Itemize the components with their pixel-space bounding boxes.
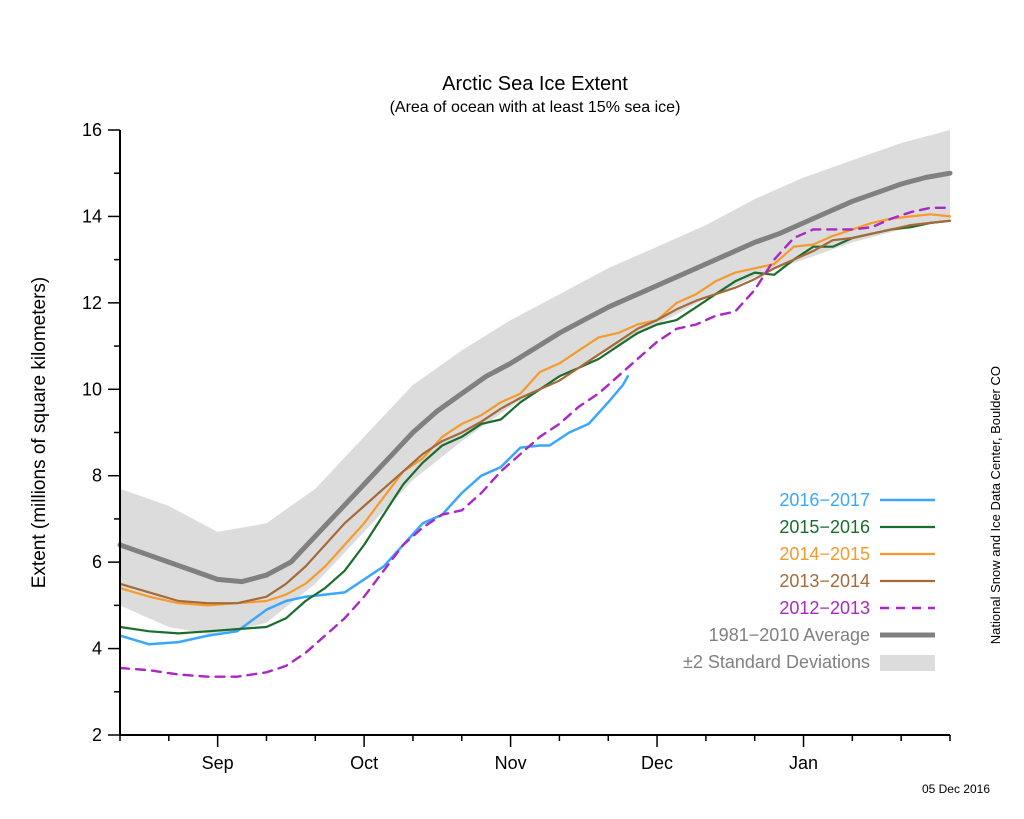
y-axis-label: Extent (millions of square kilometers) bbox=[29, 277, 50, 589]
y-tick-label: 6 bbox=[92, 552, 102, 572]
y-tick-label: 10 bbox=[82, 379, 102, 399]
legend-label: ±2 Standard Deviations bbox=[683, 652, 870, 672]
y-tick-label: 12 bbox=[82, 293, 102, 313]
legend-label: 2012−2013 bbox=[779, 598, 870, 618]
legend-swatch bbox=[880, 655, 935, 671]
x-tick-label: Sep bbox=[202, 753, 234, 773]
legend: 2016−2017 2015−2016 2014−2015 2013−2014 2012… bbox=[683, 490, 935, 672]
y-tick-label: 2 bbox=[92, 725, 102, 745]
x-tick-label: Oct bbox=[350, 753, 378, 773]
legend-label: 1981−2010 Average bbox=[709, 625, 870, 645]
chart-container: 2 4 6 8 10 12 14 16 Sep Oct Nov Dec Jan Arctic Sea … bbox=[0, 0, 1024, 819]
y-tick-label: 16 bbox=[82, 120, 102, 140]
legend-label: 2014−2015 bbox=[779, 544, 870, 564]
chart-subtitle: (Area of ocean with at least 15% sea ice… bbox=[390, 99, 681, 116]
y-tick-label: 8 bbox=[92, 466, 102, 486]
y-tick-label: 14 bbox=[82, 206, 102, 226]
x-tick-label: Dec bbox=[641, 753, 673, 773]
line-chart: 2 4 6 8 10 12 14 16 Sep Oct Nov Dec Jan Arctic Sea … bbox=[0, 0, 1024, 819]
legend-label: 2016−2017 bbox=[779, 490, 870, 510]
x-axis: Sep Oct Nov Dec Jan bbox=[120, 735, 950, 773]
x-tick-label: Jan bbox=[789, 753, 818, 773]
legend-label: 2013−2014 bbox=[779, 571, 870, 591]
y-axis: 2 4 6 8 10 12 14 16 bbox=[82, 120, 120, 745]
x-tick-label: Nov bbox=[495, 753, 527, 773]
credit-label: National Snow and Ice Data Center, Bould… bbox=[988, 366, 1003, 644]
date-label: 05 Dec 2016 bbox=[922, 782, 990, 796]
y-tick-label: 4 bbox=[92, 639, 102, 659]
chart-title: Arctic Sea Ice Extent bbox=[442, 73, 628, 95]
legend-label: 2015−2016 bbox=[779, 517, 870, 537]
